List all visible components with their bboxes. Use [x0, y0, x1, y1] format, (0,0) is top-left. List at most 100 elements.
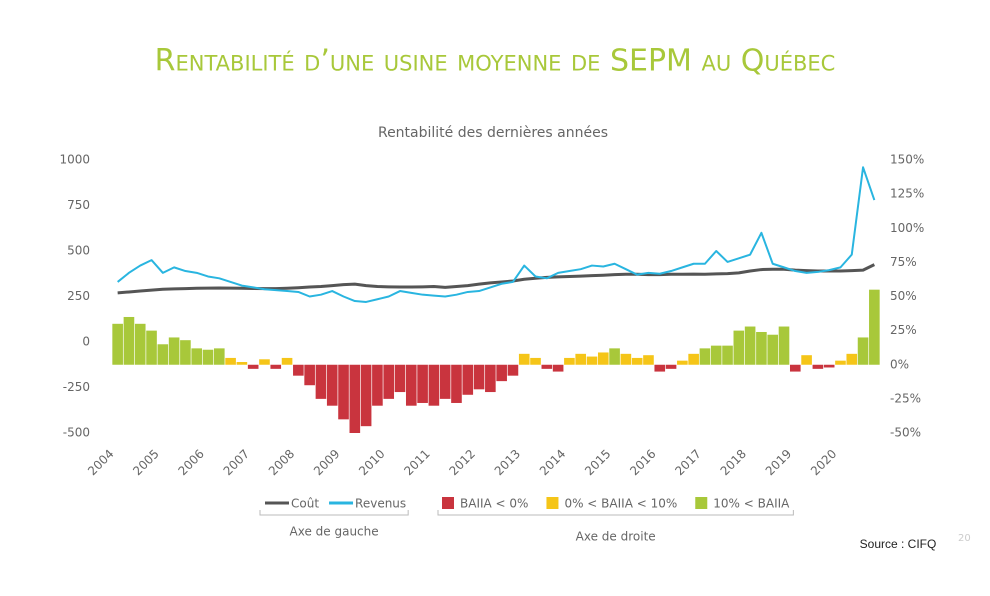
x-tick-label: 2013: [492, 447, 523, 478]
bar: [665, 364, 677, 369]
x-tick-label: 2007: [221, 447, 252, 478]
bar: [112, 323, 123, 365]
bar: [654, 364, 666, 372]
x-tick-label: 2011: [401, 447, 432, 478]
bar: [846, 353, 858, 365]
legend-label: BAIIA < 0%: [460, 497, 528, 511]
bar: [733, 330, 745, 365]
y2-tick-label: -50%: [890, 426, 921, 440]
line: [117, 166, 876, 303]
bar: [225, 357, 236, 365]
bar: [360, 364, 372, 427]
legend-label: Revenus: [355, 497, 406, 511]
bar: [597, 352, 609, 365]
y-tick-label: 0: [82, 335, 90, 349]
legend-swatch: [695, 497, 708, 509]
bar: [247, 364, 259, 369]
bar: [586, 356, 598, 365]
bar: [530, 357, 541, 365]
bar: [485, 364, 496, 393]
bar: [417, 364, 428, 403]
bar: [552, 364, 564, 372]
bar: [789, 364, 801, 372]
legend-label: Coût: [291, 497, 319, 511]
bar: [575, 353, 587, 365]
y2-tick-label: 125%: [890, 187, 924, 201]
y2-tick-label: 0%: [890, 357, 909, 371]
y2-tick-label: 150%: [890, 153, 924, 167]
y-tick-label: 1000: [59, 153, 90, 167]
bar: [123, 316, 135, 365]
bar: [699, 348, 711, 365]
bar: [869, 289, 880, 365]
bar: [835, 360, 846, 365]
bar: [722, 345, 733, 365]
bar: [281, 357, 293, 365]
x-tick-label: 2014: [537, 447, 568, 478]
x-tick-label: 2018: [718, 447, 749, 478]
bar: [304, 364, 315, 386]
bar: [383, 364, 395, 399]
y2-tick-label: 50%: [890, 289, 917, 303]
bar: [134, 323, 146, 365]
bar: [168, 337, 180, 365]
x-tick-label: 2012: [447, 447, 478, 478]
bar: [473, 364, 485, 390]
bar: [812, 364, 824, 369]
bar: [767, 334, 779, 365]
bar: [236, 362, 248, 365]
y2-tick-label: -25%: [890, 391, 921, 405]
bar: [315, 364, 327, 399]
x-tick-label: 2017: [672, 447, 703, 478]
source: Source : CIFQ: [860, 537, 937, 551]
bar: [778, 326, 790, 365]
y2-tick-label: 100%: [890, 221, 924, 235]
line: [117, 263, 876, 295]
bar: [270, 364, 282, 369]
bar: [744, 326, 756, 365]
chart-subtitle: Rentabilité des dernières années: [378, 125, 608, 141]
bar: [801, 355, 812, 365]
bar: [202, 349, 214, 365]
legend-swatch: [546, 497, 559, 509]
bar: [564, 357, 575, 365]
legend-label: 10% < BAIIA: [713, 497, 790, 511]
x-tick-label: 2008: [266, 447, 297, 478]
bar: [823, 364, 835, 368]
x-tick-label: 2015: [582, 447, 613, 478]
bar: [372, 364, 383, 406]
bar: [146, 330, 157, 365]
y-tick-label: 750: [67, 198, 90, 212]
bar: [462, 364, 474, 395]
y-tick-label: -250: [63, 380, 90, 394]
bar: [439, 364, 451, 399]
chart-title: Rentabilité d’une usine moyenne de SEPM …: [155, 44, 836, 79]
x-tick-label: 2016: [627, 447, 658, 478]
y2-tick-label: 75%: [890, 255, 917, 269]
legend-label: 0% < BAIIA < 10%: [564, 497, 677, 511]
legend-group-label: Axe de droite: [576, 530, 656, 544]
bar: [507, 364, 519, 376]
bar: [631, 357, 643, 365]
bar: [756, 331, 767, 365]
bar: [620, 353, 632, 365]
bar: [677, 360, 688, 365]
y-tick-label: 500: [67, 244, 90, 258]
bar: [609, 348, 620, 365]
bar: [191, 348, 203, 365]
y-tick-label: 250: [67, 289, 90, 303]
bar: [259, 359, 270, 365]
bar: [349, 364, 361, 433]
bar: [451, 364, 462, 403]
y-tick-label: -500: [63, 426, 90, 440]
bar: [428, 364, 440, 406]
bar: [293, 364, 304, 376]
legend-bracket: [437, 510, 794, 516]
legend-group-label: Axe de gauche: [290, 525, 379, 539]
x-tick-label: 2019: [763, 447, 794, 478]
bar: [496, 364, 507, 382]
bar: [213, 348, 225, 365]
legend-swatch: [442, 497, 454, 509]
bar: [518, 353, 530, 365]
